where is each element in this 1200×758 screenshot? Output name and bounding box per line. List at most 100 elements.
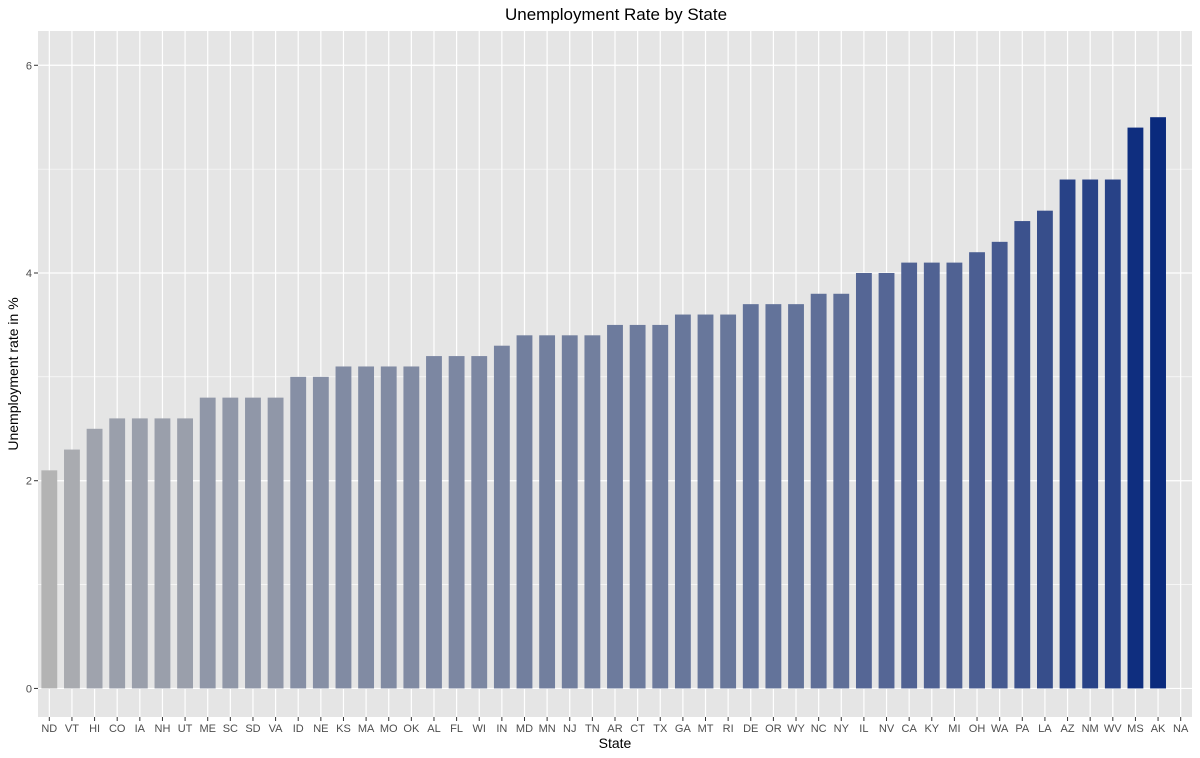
bar-nc — [810, 293, 827, 689]
bar-wa — [991, 241, 1008, 689]
x-tick-label-tn: TN — [585, 723, 600, 735]
x-tick-label-nm: NM — [1082, 723, 1099, 735]
x-tick-label-wv: WV — [1104, 723, 1122, 735]
bar-co — [109, 418, 126, 689]
bar-fl — [448, 356, 465, 689]
x-tick-label-pa: PA — [1015, 723, 1030, 735]
x-tick-label-na: NA — [1173, 723, 1189, 735]
x-tick-label-ma: MA — [358, 723, 375, 735]
bar-nd — [41, 470, 58, 689]
bar-il — [855, 272, 872, 689]
x-tick-label-oh: OH — [969, 723, 986, 735]
y-tick-label: 2 — [26, 476, 32, 488]
y-axis-ticks: 0 2 4 6 — [26, 60, 38, 695]
x-tick-label-la: LA — [1038, 723, 1052, 735]
x-tick-label-mo: MO — [380, 723, 398, 735]
x-tick-label-wi: WI — [473, 723, 486, 735]
x-tick-label-ct: CT — [630, 723, 645, 735]
x-axis-ticks: ND VT HI CO IA NH UT ME SC SD VA ID NE KS MA MO OK AL FL WI… — [41, 717, 1189, 735]
bar-ut — [177, 418, 193, 689]
bar-nm — [1082, 179, 1099, 689]
x-tick-label-al: AL — [427, 723, 440, 735]
bar-vt — [64, 449, 80, 689]
y-tick-label: 6 — [26, 60, 32, 72]
bar-ak — [1150, 117, 1166, 689]
x-tick-label-fl: FL — [450, 723, 463, 735]
bar-de — [742, 304, 759, 689]
bar-sc — [222, 397, 239, 689]
bar-ar — [607, 324, 623, 689]
bar-wy — [788, 304, 804, 689]
bar-ks — [335, 366, 352, 689]
x-tick-label-vt: VT — [65, 723, 79, 735]
x-tick-label-mt: MT — [698, 723, 714, 735]
bar-az — [1059, 179, 1076, 689]
y-tick-label: 4 — [26, 268, 32, 280]
x-tick-label-hi: HI — [89, 723, 100, 735]
bar-nv — [878, 272, 895, 689]
x-tick-label-sc: SC — [223, 723, 238, 735]
bar-in — [493, 345, 510, 689]
x-tick-label-mn: MN — [539, 723, 556, 735]
bar-hi — [86, 428, 103, 689]
x-tick-label-nd: ND — [41, 723, 57, 735]
bar-nj — [561, 335, 578, 689]
x-tick-label-or: OR — [765, 723, 782, 735]
y-tick-label: 0 — [26, 683, 32, 695]
x-tick-label-de: DE — [743, 723, 758, 735]
bars — [41, 117, 1166, 689]
x-tick-label-ny: NY — [834, 723, 850, 735]
bar-va — [267, 397, 284, 689]
x-tick-label-nv: NV — [879, 723, 895, 735]
bar-tx — [652, 324, 669, 689]
x-tick-label-ar: AR — [607, 723, 622, 735]
bar-wv — [1104, 179, 1121, 689]
x-tick-label-ak: AK — [1151, 723, 1166, 735]
chart-title: Unemployment Rate by State — [505, 5, 727, 24]
x-tick-label-ne: NE — [313, 723, 328, 735]
bar-oh — [969, 252, 985, 689]
x-tick-label-wy: WY — [787, 723, 805, 735]
x-tick-label-ut: UT — [178, 723, 193, 735]
y-axis-title: Unemployment rate in % — [5, 297, 21, 450]
bar-md — [516, 335, 533, 689]
x-tick-label-ks: KS — [336, 723, 351, 735]
bar-wi — [471, 356, 488, 689]
bar-ca — [901, 262, 918, 689]
x-tick-label-ga: GA — [675, 723, 692, 735]
x-tick-label-nc: NC — [811, 723, 827, 735]
bar-nh — [154, 418, 171, 689]
bar-la — [1037, 210, 1053, 689]
bar-ia — [131, 418, 148, 689]
x-tick-label-nj: NJ — [563, 723, 576, 735]
bar-or — [765, 304, 782, 689]
x-tick-label-me: ME — [199, 723, 216, 735]
bar-ri — [720, 314, 737, 689]
x-tick-label-va: VA — [269, 723, 284, 735]
x-tick-label-ms: MS — [1127, 723, 1144, 735]
x-tick-label-ky: KY — [924, 723, 939, 735]
bar-mi — [946, 262, 963, 689]
bar-ny — [833, 293, 850, 689]
x-tick-label-wa: WA — [991, 723, 1009, 735]
x-tick-label-il: IL — [859, 723, 868, 735]
bar-ct — [629, 324, 646, 689]
x-tick-label-ca: CA — [902, 723, 918, 735]
x-tick-label-tx: TX — [653, 723, 668, 735]
bar-ms — [1127, 127, 1144, 689]
bar-ga — [674, 314, 691, 689]
x-tick-label-in: IN — [496, 723, 507, 735]
x-tick-label-mi: MI — [948, 723, 960, 735]
x-axis-title: State — [599, 735, 632, 751]
bar-id — [290, 376, 307, 689]
x-tick-label-md: MD — [516, 723, 533, 735]
x-tick-label-co: CO — [109, 723, 126, 735]
bar-mn — [539, 335, 556, 689]
bar-ne — [312, 376, 329, 689]
bar-me — [199, 397, 216, 689]
bar-ma — [358, 366, 375, 689]
bar-tn — [584, 335, 601, 689]
x-tick-label-ia: IA — [135, 723, 146, 735]
